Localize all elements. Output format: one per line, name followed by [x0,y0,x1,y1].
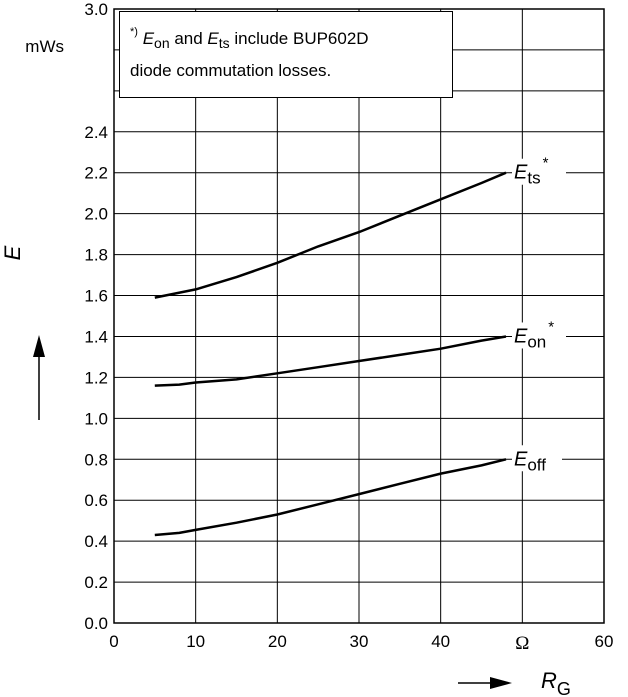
y-tick-label: 1.4 [84,327,108,346]
note-e-on: E [142,29,155,48]
note-line-1: *) Eon and Ets include BUP602D [130,18,452,57]
y-unit-label: mWs [25,37,64,56]
plot-frame [113,8,605,624]
x-axis-arrow-head [490,677,512,689]
note-e-ts: E [207,29,219,48]
series-label-bg [512,322,566,349]
note-and: and [169,29,208,48]
series-label-bg [512,158,566,185]
note-e-on-sub: on [154,35,170,51]
y-tick-label: 1.6 [84,287,108,306]
y-axis-arrow-head [33,335,45,357]
x-tick-label: 30 [350,632,369,651]
series-line-ts [154,171,507,299]
y-tick-label: 0.4 [84,532,108,551]
y-tick-label: 2.0 [84,205,108,224]
series-line-off [154,458,507,537]
y-tick-label: 3.0 [84,0,108,19]
y-tick-label: 0.2 [84,573,108,592]
x-tick-label: 10 [186,632,205,651]
x-unit-label: Ω [515,633,529,654]
y-axis-label: E [0,245,25,260]
note-e-ts-sub: ts [218,35,230,51]
note-include: include BUP602D [229,29,369,48]
note-asterisk: *) [130,26,138,38]
x-tick-label: 40 [431,632,450,651]
y-tick-label: 0.8 [84,450,108,469]
note-line-2: diode commutation losses. [130,61,332,80]
annotation-note: *) Eon and Ets include BUP602D diode com… [119,11,453,98]
series-line-on [154,335,507,387]
x-axis-label: RG [541,668,571,697]
x-tick-label: 0 [109,632,118,651]
y-tick-label: 0.6 [84,491,108,510]
series-label-bg [512,445,562,472]
x-tick-label: 20 [268,632,287,651]
series-label-ts: Ets* [514,155,549,188]
series-label-off: Eoff [514,448,546,474]
y-tick-label: 2.2 [84,164,108,183]
y-tick-label: 1.8 [84,246,108,265]
y-tick-label: 1.0 [84,409,108,428]
series-label-on: Eon* [514,318,554,351]
y-tick-label: 1.2 [84,368,108,387]
y-tick-label: 0.0 [84,614,108,633]
x-tick-label: 60 [595,632,614,651]
y-tick-label: 2.4 [84,123,108,142]
